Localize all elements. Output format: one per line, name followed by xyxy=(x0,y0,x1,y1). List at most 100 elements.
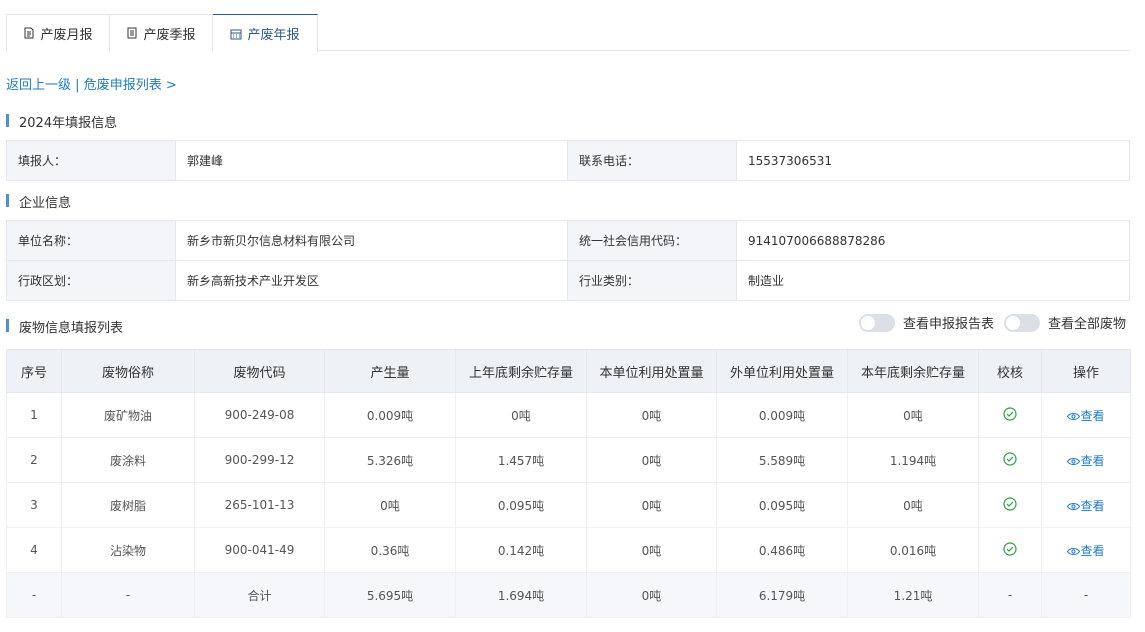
back-link[interactable]: 返回上一级 xyxy=(6,78,72,93)
action-cell: 查看 xyxy=(1041,527,1131,573)
all-waste-toggle-label: 查看全部废物 xyxy=(1047,317,1126,332)
tab-quarterly[interactable]: 产废季报 xyxy=(110,14,213,51)
view-button[interactable]: 查看 xyxy=(1067,408,1105,423)
report-info-table: 填报人： 郭建峰 联系电话： 15537306531 xyxy=(6,140,1130,181)
section-title-waste: 废物信息填报列表 xyxy=(6,317,123,336)
waste-list-link[interactable]: 危废申报列表 > xyxy=(83,78,177,93)
total-cell: - xyxy=(978,572,1042,618)
breadcrumb: 返回上一级 | 危废申报列表 > xyxy=(6,74,177,93)
check-cell xyxy=(978,482,1042,528)
table-cell: 0.009吨 xyxy=(324,392,456,438)
view-button[interactable]: 查看 xyxy=(1067,453,1105,468)
total-cell: 1.21吨 xyxy=(847,572,979,618)
total-cell: 6.179吨 xyxy=(716,572,848,618)
industry-value: 制造业 xyxy=(736,260,1130,301)
table-cell: 0.016吨 xyxy=(847,527,979,573)
table-cell: 0吨 xyxy=(586,392,717,438)
calendar-icon xyxy=(230,29,242,39)
view-label: 查看 xyxy=(1080,543,1105,558)
column-header: 产生量 xyxy=(324,349,456,393)
column-header: 校核 xyxy=(978,349,1042,393)
view-button[interactable]: 查看 xyxy=(1067,543,1105,558)
table-cell: 1.194吨 xyxy=(847,437,979,483)
eye-icon xyxy=(1067,547,1081,555)
table-cell: 3 xyxy=(6,482,62,528)
total-cell: 5.695吨 xyxy=(324,572,456,618)
table-row: 3 废树脂 265-101-13 0吨 0.095吨 0吨 0.095吨 0吨 查看 xyxy=(6,482,1131,528)
total-cell: 1.694吨 xyxy=(455,572,587,618)
column-header: 本单位利用处置量 xyxy=(586,349,717,393)
column-header: 废物代码 xyxy=(194,349,325,393)
filler-value: 郭建峰 xyxy=(175,140,568,181)
total-cell: - xyxy=(61,572,195,618)
action-cell: 查看 xyxy=(1041,437,1131,483)
table-cell: 0.142吨 xyxy=(455,527,587,573)
industry-label: 行业类别： xyxy=(567,260,737,301)
tab-label: 产废月报 xyxy=(40,27,93,43)
column-header: 废物俗称 xyxy=(61,349,195,393)
table-cell: 0吨 xyxy=(847,482,979,528)
table-cell: 废涂料 xyxy=(61,437,195,483)
column-header: 序号 xyxy=(6,349,62,393)
tab-monthly[interactable]: 产废月报 xyxy=(6,14,110,51)
action-cell: 查看 xyxy=(1041,482,1131,528)
table-cell: 0吨 xyxy=(847,392,979,438)
total-cell: - xyxy=(6,572,62,618)
table-cell: 沾染物 xyxy=(61,527,195,573)
company-name-value: 新乡市新贝尔信息材料有限公司 xyxy=(175,220,568,261)
table-cell: 0吨 xyxy=(586,437,717,483)
check-circle-icon xyxy=(1003,451,1017,466)
table-cell: 1 xyxy=(6,392,62,438)
total-cell: 合计 xyxy=(194,572,325,618)
total-cell: 0吨 xyxy=(586,572,717,618)
eye-icon xyxy=(1067,457,1081,465)
total-row: - - 合计 5.695吨 1.694吨 0吨 6.179吨 1.21吨 - - xyxy=(6,572,1131,618)
total-cell: - xyxy=(1041,572,1131,618)
waste-table: 序号 废物俗称 废物代码 产生量 上年底剩余贮存量 本单位利用处置量 外单位利用处置量 本年底… xyxy=(6,349,1131,618)
region-value: 新乡高新技术产业开发区 xyxy=(175,260,568,301)
eye-icon xyxy=(1067,412,1081,420)
toggle-group: 查看申报报告表 查看全部废物 xyxy=(858,313,1126,332)
eye-icon xyxy=(1067,502,1081,510)
table-cell: 1.457吨 xyxy=(455,437,587,483)
list-document-icon xyxy=(127,27,137,39)
table-cell: 废树脂 xyxy=(61,482,195,528)
table-cell: 2 xyxy=(6,437,62,483)
check-cell xyxy=(978,527,1042,573)
table-cell: 废矿物油 xyxy=(61,392,195,438)
breadcrumb-separator: | xyxy=(75,78,80,93)
report-tabs: 产废月报 产废季报 产废年报 xyxy=(6,14,1130,52)
credit-code-value: 914107006688878286 xyxy=(736,220,1130,261)
table-cell: 0.095吨 xyxy=(716,482,848,528)
tab-label: 产废年报 xyxy=(247,28,300,43)
tab-label: 产废季报 xyxy=(143,27,196,43)
column-header: 本年底剩余贮存量 xyxy=(847,349,979,393)
view-label: 查看 xyxy=(1080,408,1105,423)
section-title-company: 企业信息 xyxy=(6,192,71,211)
check-cell xyxy=(978,437,1042,483)
table-cell: 900-299-12 xyxy=(194,437,325,483)
view-label: 查看 xyxy=(1080,453,1105,468)
region-label: 行政区划： xyxy=(6,260,176,301)
table-cell: 265-101-13 xyxy=(194,482,325,528)
table-cell: 0.095吨 xyxy=(455,482,587,528)
report-form-toggle[interactable] xyxy=(858,313,895,332)
filler-label: 填报人： xyxy=(6,140,176,181)
table-cell: 4 xyxy=(6,527,62,573)
column-header: 操作 xyxy=(1041,349,1131,393)
section-title-report: 2024年填报信息 xyxy=(6,112,117,131)
tab-annual[interactable]: 产废年报 xyxy=(213,14,318,52)
view-button[interactable]: 查看 xyxy=(1067,499,1105,513)
table-cell: 0.486吨 xyxy=(716,527,848,573)
table-cell: 900-249-08 xyxy=(194,392,325,438)
check-circle-icon xyxy=(1003,406,1017,421)
company-info-table: 单位名称： 新乡市新贝尔信息材料有限公司 统一社会信用代码： 914107006… xyxy=(6,220,1130,301)
table-row: 2 废涂料 900-299-12 5.326吨 1.457吨 0吨 5.589吨 1.194吨… xyxy=(6,437,1131,483)
phone-value: 15537306531 xyxy=(736,140,1130,181)
table-cell: 900-041-49 xyxy=(194,527,325,573)
table-row: 1 废矿物油 900-249-08 0.009吨 0吨 0吨 0.009吨 0吨 查看 xyxy=(6,392,1131,438)
table-cell: 0吨 xyxy=(455,392,587,438)
table-cell: 0.36吨 xyxy=(324,527,456,573)
table-cell: 0吨 xyxy=(324,482,456,528)
all-waste-toggle[interactable] xyxy=(1003,313,1040,332)
